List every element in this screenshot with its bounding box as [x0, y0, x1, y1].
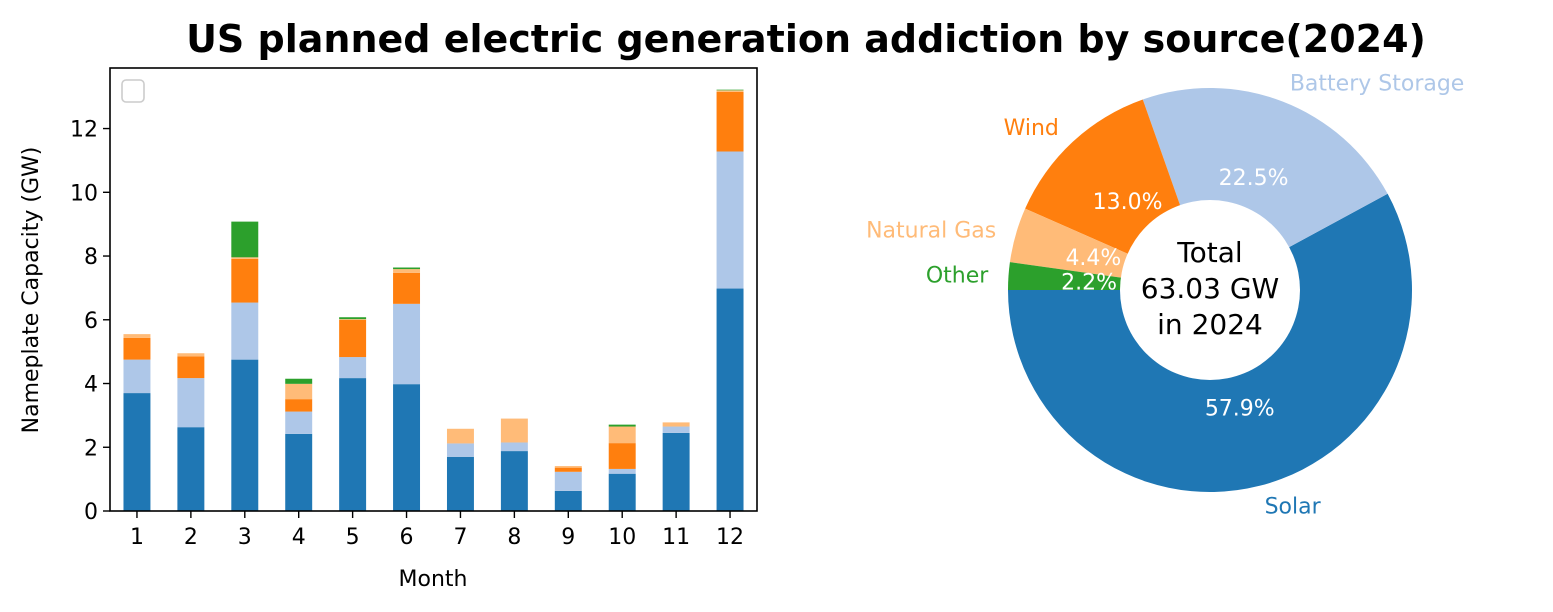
bar-segment-natural-gas-9	[554, 466, 582, 468]
bar-segment-natural-gas-10	[608, 426, 636, 444]
bar-segment-wind-4	[285, 399, 313, 412]
donut-hole	[1120, 200, 1300, 380]
donut-center-line-3: in 2024	[1157, 308, 1263, 341]
y-tick-label: 12	[70, 118, 98, 143]
y-axis-label: Nameplate Capacity (GW)	[19, 147, 44, 434]
bar-chart-axes-frame	[109, 67, 758, 512]
donut-labels: 57.9% Solar 22.5% Battery Storage 13.0% Wind 4…	[866, 72, 1464, 520]
bar-segment-solar-6	[393, 384, 421, 511]
figure-title: US planned electric generation addiction…	[186, 17, 1426, 61]
donut-percent-solar: 57.9%	[1205, 396, 1275, 421]
legend-box	[121, 79, 145, 103]
bar-segment-wind-6	[393, 272, 421, 304]
donut-label-solar: Solar	[1265, 494, 1322, 519]
donut-center-line-1: Total	[1176, 236, 1242, 269]
x-tick-label: 11	[662, 525, 690, 550]
bar-segment-solar-4	[285, 433, 313, 511]
bar-segment-battery-storage-2	[177, 378, 205, 428]
x-tick-label: 2	[184, 525, 198, 550]
bar-segment-battery-storage-9	[554, 471, 582, 491]
y-tick-label: 2	[84, 436, 98, 461]
donut-label-other: Other	[926, 264, 989, 289]
y-tick-label: 4	[84, 373, 98, 398]
bar-segment-battery-storage-6	[393, 303, 421, 385]
bar-segment-natural-gas-7	[446, 428, 474, 444]
bar-segment-solar-9	[554, 490, 582, 511]
bar-segment-natural-gas-4	[285, 383, 313, 400]
bar-segment-natural-gas-6	[393, 269, 421, 273]
bar-segment-wind-5	[339, 319, 367, 358]
bar-segment-other-4	[285, 378, 313, 384]
bar-segment-natural-gas-8	[500, 418, 528, 443]
donut-label-natural-gas: Natural Gas	[866, 218, 996, 243]
donut-center-line-2: 63.03 GW	[1141, 272, 1279, 305]
bar-segment-other-6	[393, 267, 421, 270]
donut-label-wind: Wind	[1004, 116, 1059, 141]
bar-segment-battery-storage-8	[500, 442, 528, 452]
x-tick-label: 8	[507, 525, 521, 550]
x-tick-label: 6	[400, 525, 414, 550]
donut-chart: 57.9% Solar 22.5% Battery Storage 13.0% Wind 4…	[866, 72, 1464, 520]
x-tick-label: 9	[561, 525, 575, 550]
x-tick-label: 10	[608, 525, 636, 550]
bar-segment-other-10	[608, 424, 636, 427]
x-tick-label: 12	[716, 525, 744, 550]
bar-segment-solar-2	[177, 427, 205, 511]
bar-segment-solar-5	[339, 378, 367, 511]
y-tick-label: 6	[84, 309, 98, 334]
bar-segment-battery-storage-7	[446, 443, 474, 457]
y-tick-label: 10	[70, 181, 98, 206]
bar-segment-solar-1	[123, 393, 151, 511]
bar-segment-solar-11	[662, 432, 690, 511]
donut-label-battery-storage: Battery Storage	[1290, 72, 1465, 97]
bar-segment-solar-3	[231, 359, 259, 511]
bar-segment-other-12	[716, 89, 744, 91]
bar-segment-natural-gas-3	[231, 257, 259, 259]
x-tick-label: 7	[453, 525, 467, 550]
bar-segment-wind-10	[608, 443, 636, 469]
bar-segment-battery-storage-1	[123, 359, 151, 394]
bar-segment-natural-gas-1	[123, 334, 151, 338]
y-tick-label: 0	[84, 500, 98, 525]
donut-percent-battery-storage: 22.5%	[1219, 166, 1289, 191]
donut-percent-other: 2.2%	[1061, 271, 1117, 296]
bar-segment-battery-storage-3	[231, 302, 259, 360]
bar-segment-natural-gas-11	[662, 422, 690, 427]
bar-segment-battery-storage-5	[339, 357, 367, 379]
bar-segment-battery-storage-11	[662, 426, 690, 433]
bar-segment-battery-storage-4	[285, 411, 313, 434]
donut-percent-natural-gas: 4.4%	[1065, 246, 1121, 271]
bar-segment-natural-gas-12	[716, 90, 744, 92]
bar-segment-wind-2	[177, 356, 205, 379]
x-axis-label: Month	[399, 567, 468, 592]
bar-segment-other-5	[339, 317, 367, 320]
bar-segment-solar-10	[608, 473, 636, 511]
bar-segment-battery-storage-12	[716, 151, 744, 289]
x-tick-label: 1	[130, 525, 144, 550]
bar-segment-battery-storage-10	[608, 468, 636, 474]
y-tick-label: 8	[84, 245, 98, 270]
bar-marks	[123, 89, 744, 511]
bar-segment-solar-8	[500, 451, 528, 511]
donut-percent-wind: 13.0%	[1093, 190, 1163, 215]
x-tick-label: 5	[346, 525, 360, 550]
bar-segment-wind-9	[554, 467, 582, 472]
bar-segment-solar-7	[446, 456, 474, 511]
bar-segment-other-3	[231, 221, 259, 258]
bar-segment-wind-12	[716, 91, 744, 152]
x-tick-label: 4	[292, 525, 306, 550]
bar-segment-natural-gas-2	[177, 353, 205, 357]
bar-segment-wind-1	[123, 337, 151, 360]
bar-segment-natural-gas-5	[339, 319, 367, 320]
bar-segment-solar-12	[716, 288, 744, 511]
bar-segment-wind-3	[231, 258, 259, 303]
x-tick-label: 3	[238, 525, 252, 550]
